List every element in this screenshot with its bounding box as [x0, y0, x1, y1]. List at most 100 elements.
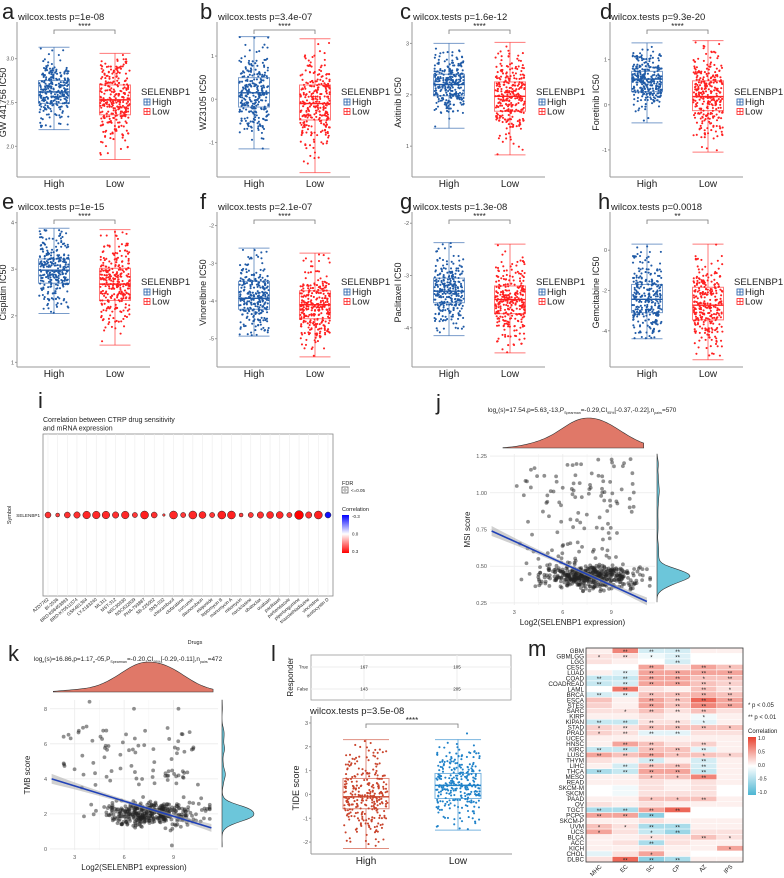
data-point: [49, 85, 52, 88]
data-point: [510, 62, 513, 65]
data-point: [55, 70, 58, 73]
data-point: [499, 307, 502, 310]
data-point: [241, 80, 244, 83]
data-point: [102, 261, 105, 264]
data-point: [439, 318, 443, 321]
data-point: [121, 136, 124, 139]
data-point: [300, 289, 303, 292]
data-point: [641, 95, 644, 98]
data-point: [445, 99, 448, 102]
data-point: [521, 64, 524, 67]
data-point: [124, 120, 127, 123]
data-point: [644, 259, 647, 262]
data-point: [238, 333, 241, 336]
data-point: [498, 85, 502, 88]
data-point: [116, 71, 120, 74]
data-point: [652, 50, 655, 53]
data-point: [440, 280, 443, 284]
data-point: [247, 59, 251, 62]
data-point: [511, 84, 514, 87]
data-point: [108, 268, 111, 271]
bubble-NSC632839: [132, 512, 138, 518]
data-point: [459, 282, 463, 286]
data-point: [102, 277, 106, 281]
data-point: [121, 231, 124, 234]
data-point: [462, 76, 465, 79]
data-point: [635, 285, 639, 288]
data-point: [40, 287, 43, 290]
data-point: [325, 114, 328, 117]
data-point: [659, 322, 662, 325]
data-point: [699, 292, 702, 295]
data-point: [506, 89, 509, 92]
title-part: -13,P: [549, 407, 564, 414]
data-point: [710, 280, 713, 283]
data-point: [644, 294, 647, 297]
data-point: [242, 281, 246, 285]
data-point: [315, 115, 318, 118]
data-point: [496, 321, 499, 324]
data-point: [310, 327, 313, 330]
data-point: [720, 312, 723, 315]
data-point: [117, 320, 120, 323]
data-point: [66, 70, 69, 73]
data-point: [47, 113, 50, 116]
data-point: [326, 130, 329, 134]
data-point: [45, 67, 48, 70]
data-point: [247, 75, 250, 78]
bubble-chlorambucil: [169, 510, 178, 520]
data-point: [649, 87, 652, 90]
data-point: [703, 282, 706, 285]
data-point: [44, 107, 47, 110]
data-point: [657, 284, 660, 287]
data-point: [710, 293, 713, 296]
data-point: [115, 118, 118, 121]
data-point: [315, 284, 319, 287]
data-point: [639, 99, 643, 102]
data-point: [52, 88, 55, 91]
data-point: [460, 55, 464, 58]
data-point: [440, 97, 443, 100]
data-point: [704, 329, 707, 332]
y-tick-label: -3: [404, 274, 409, 280]
data-point: [117, 125, 120, 128]
data-point: [703, 71, 706, 74]
data-point: [238, 80, 241, 83]
data-point: [62, 49, 65, 52]
data-point: [438, 331, 441, 334]
data-point: [655, 74, 658, 77]
data-point: [703, 296, 706, 299]
data-point: [49, 265, 52, 268]
data-point: [437, 58, 440, 61]
data-point: [719, 316, 722, 319]
data-point: [252, 273, 255, 276]
data-point: [644, 308, 647, 311]
data-point: [325, 289, 328, 292]
data-point: [719, 76, 722, 79]
data-point: [65, 232, 68, 235]
data-point: [659, 91, 662, 94]
data-point: [702, 320, 705, 324]
data-point: [711, 106, 714, 110]
data-point: [60, 230, 63, 233]
data-point: [462, 279, 465, 282]
data-point: [705, 147, 708, 150]
data-point: [42, 109, 45, 112]
data-point: [505, 45, 508, 48]
data-point: [63, 72, 66, 75]
data-point: [650, 284, 653, 287]
data-point: [61, 111, 64, 114]
data-point: [653, 73, 656, 76]
data-point: [504, 335, 507, 338]
data-point: [717, 116, 720, 119]
data-point: [452, 283, 455, 286]
data-point: [462, 297, 465, 300]
data-point: [455, 91, 458, 94]
data-point: [719, 339, 723, 342]
data-point: [257, 125, 260, 128]
data-point: [521, 148, 524, 151]
data-point: [444, 298, 447, 301]
data-point: [706, 93, 709, 97]
data-point: [700, 136, 703, 139]
